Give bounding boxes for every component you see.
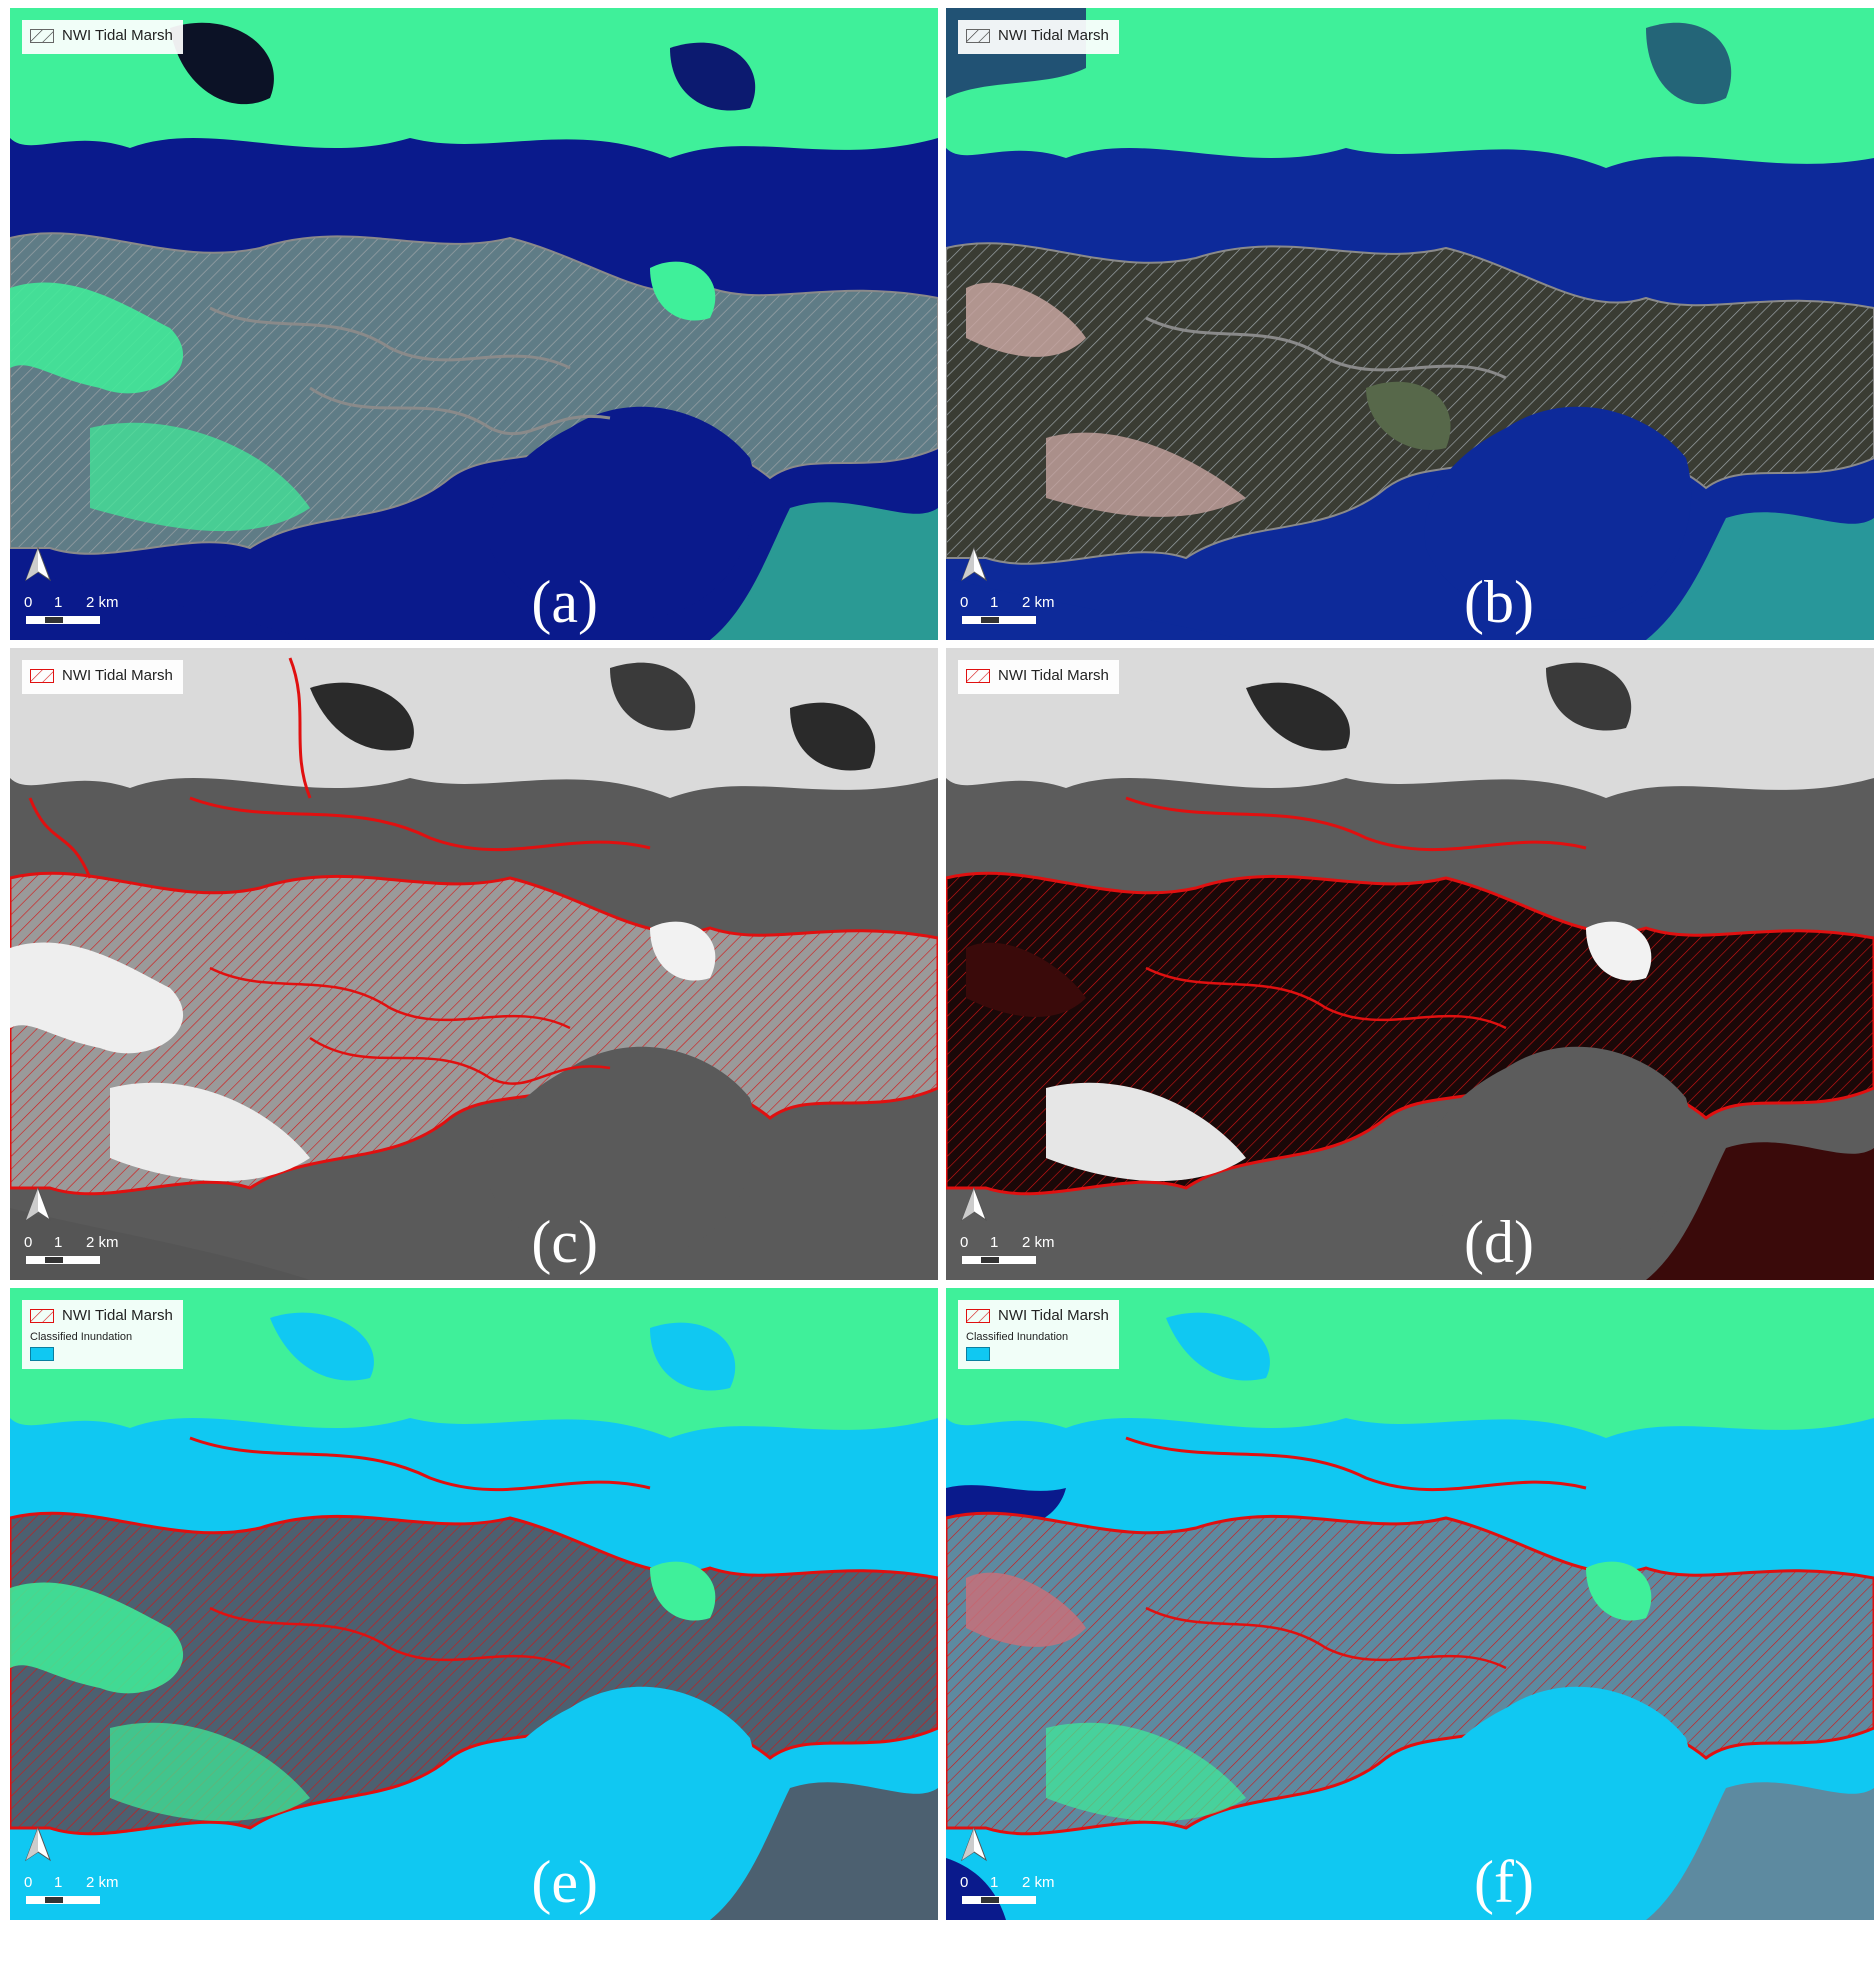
red-hatch-swatch-icon	[966, 1309, 990, 1323]
map-panel-a: NWI Tidal Marsh 0 1 2 km (a)	[10, 8, 938, 640]
north-arrow-icon	[24, 1186, 52, 1222]
map-panel-e: NWI Tidal Marsh Classified Inundation 0 …	[10, 1288, 938, 1920]
map-panel-b: NWI Tidal Marsh 0 1 2 km (b)	[946, 8, 1874, 640]
panel-label-f: (f)	[1474, 1849, 1534, 1915]
legend-tidal-marsh-label: NWI Tidal Marsh	[998, 667, 1109, 684]
north-arrow-icon	[960, 1186, 988, 1222]
gray-hatch-swatch-icon	[30, 29, 54, 43]
map-panel-c: NWI Tidal Marsh 0 1 2 km (c)	[10, 648, 938, 1280]
inundation-swatch-icon	[966, 1347, 990, 1361]
panel-label-e: (e)	[531, 1849, 598, 1915]
map-panel-f: NWI Tidal Marsh Classified Inundation 0 …	[946, 1288, 1874, 1920]
panel-label-b: (b)	[1464, 569, 1534, 635]
legend-inundation-label: Classified Inundation	[966, 1331, 1069, 1343]
panel-label-d: (d)	[1464, 1209, 1534, 1275]
scale-bar: 0 1 2 km	[24, 594, 134, 634]
map-image-b	[946, 8, 1874, 640]
red-hatch-swatch-icon	[966, 669, 990, 683]
map-image-e	[10, 1288, 938, 1920]
inundation-swatch-icon	[30, 1347, 54, 1361]
north-arrow-icon	[960, 546, 988, 582]
legend-tidal-marsh-label: NWI Tidal Marsh	[998, 27, 1109, 44]
scale-bar: 0 1 2 km	[960, 1874, 1070, 1914]
panel-label-a: (a)	[531, 569, 598, 635]
north-arrow-icon	[24, 1826, 52, 1862]
map-image-c	[10, 648, 938, 1280]
north-arrow-icon	[24, 546, 52, 582]
legend-tidal-marsh-label: NWI Tidal Marsh	[62, 27, 173, 44]
map-legend: NWI Tidal Marsh Classified Inundation	[22, 1300, 183, 1369]
map-image-a	[10, 8, 938, 640]
legend-tidal-marsh-label: NWI Tidal Marsh	[998, 1307, 1109, 1324]
map-legend: NWI Tidal Marsh Classified Inundation	[958, 1300, 1119, 1369]
gray-hatch-swatch-icon	[966, 29, 990, 43]
red-hatch-swatch-icon	[30, 669, 54, 683]
legend-tidal-marsh-label: NWI Tidal Marsh	[62, 667, 173, 684]
map-legend: NWI Tidal Marsh	[22, 20, 183, 54]
map-legend: NWI Tidal Marsh	[22, 660, 183, 694]
scale-bar: 0 1 2 km	[960, 1234, 1070, 1274]
panel-label-c: (c)	[531, 1209, 598, 1275]
scale-bar: 0 1 2 km	[24, 1874, 134, 1914]
map-legend: NWI Tidal Marsh	[958, 660, 1119, 694]
map-image-f	[946, 1288, 1874, 1920]
north-arrow-icon	[960, 1826, 988, 1862]
red-hatch-swatch-icon	[30, 1309, 54, 1323]
legend-tidal-marsh-label: NWI Tidal Marsh	[62, 1307, 173, 1324]
map-legend: NWI Tidal Marsh	[958, 20, 1119, 54]
legend-inundation-label: Classified Inundation	[30, 1331, 133, 1343]
map-image-d	[946, 648, 1874, 1280]
map-panel-d: NWI Tidal Marsh 0 1 2 km (d)	[946, 648, 1874, 1280]
scale-bar: 0 1 2 km	[960, 594, 1070, 634]
scale-bar: 0 1 2 km	[24, 1234, 134, 1274]
